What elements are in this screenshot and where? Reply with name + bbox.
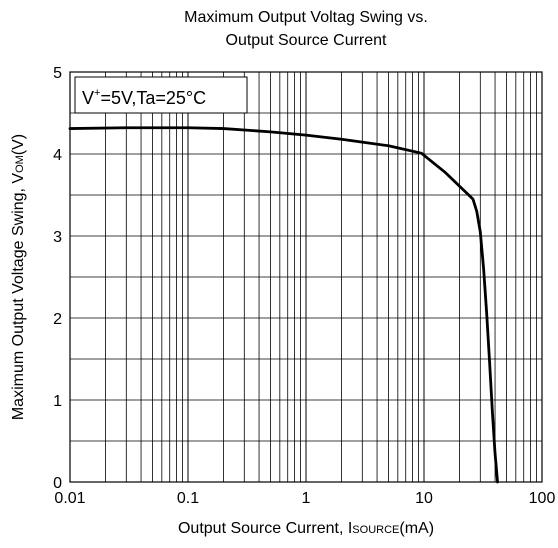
annotation-text: V+=5V,Ta=25°C	[82, 87, 206, 108]
y-tick-label: 4	[53, 147, 62, 164]
y-axis-label-text: Maximum Output Voltage Swing,	[10, 184, 27, 421]
y-axis-label-unit: (V)	[10, 134, 27, 155]
grid	[70, 72, 542, 482]
chart-title-line1: Maximum Output Voltag Swing vs.	[184, 9, 428, 26]
y-tick-label: 2	[53, 311, 62, 328]
x-tick-label: 10	[415, 490, 433, 507]
x-axis-label-unit: (mA)	[399, 520, 434, 537]
x-tick-label: 0.1	[177, 490, 199, 507]
series-group	[70, 128, 498, 482]
annotation-v: V	[82, 88, 94, 108]
y-tick-label: 0	[53, 475, 62, 492]
annotation-rest: =5V,Ta=25°C	[100, 88, 206, 108]
y-tick-label: 1	[53, 393, 62, 410]
y-axis-label-main: V	[10, 173, 27, 184]
x-axis-label-text: Output Source Current,	[178, 520, 348, 537]
x-axis-label: Output Source Current, ISOURCE(mA)	[178, 520, 434, 537]
y-axis-label-sub: OM	[14, 155, 26, 173]
y-tick-label: 3	[53, 229, 62, 246]
series-line	[70, 128, 498, 482]
x-tick-label: 0.01	[54, 490, 85, 507]
y-tick-label: 5	[53, 65, 62, 82]
x-axis-label-sub: SOURCE	[352, 524, 399, 536]
x-tick-label: 1	[302, 490, 311, 507]
x-tick-label: 100	[529, 490, 556, 507]
y-axis-label: Maximum Output Voltage Swing, VOM(V)	[10, 134, 27, 420]
chart-title-line2: Output Source Current	[226, 32, 388, 49]
